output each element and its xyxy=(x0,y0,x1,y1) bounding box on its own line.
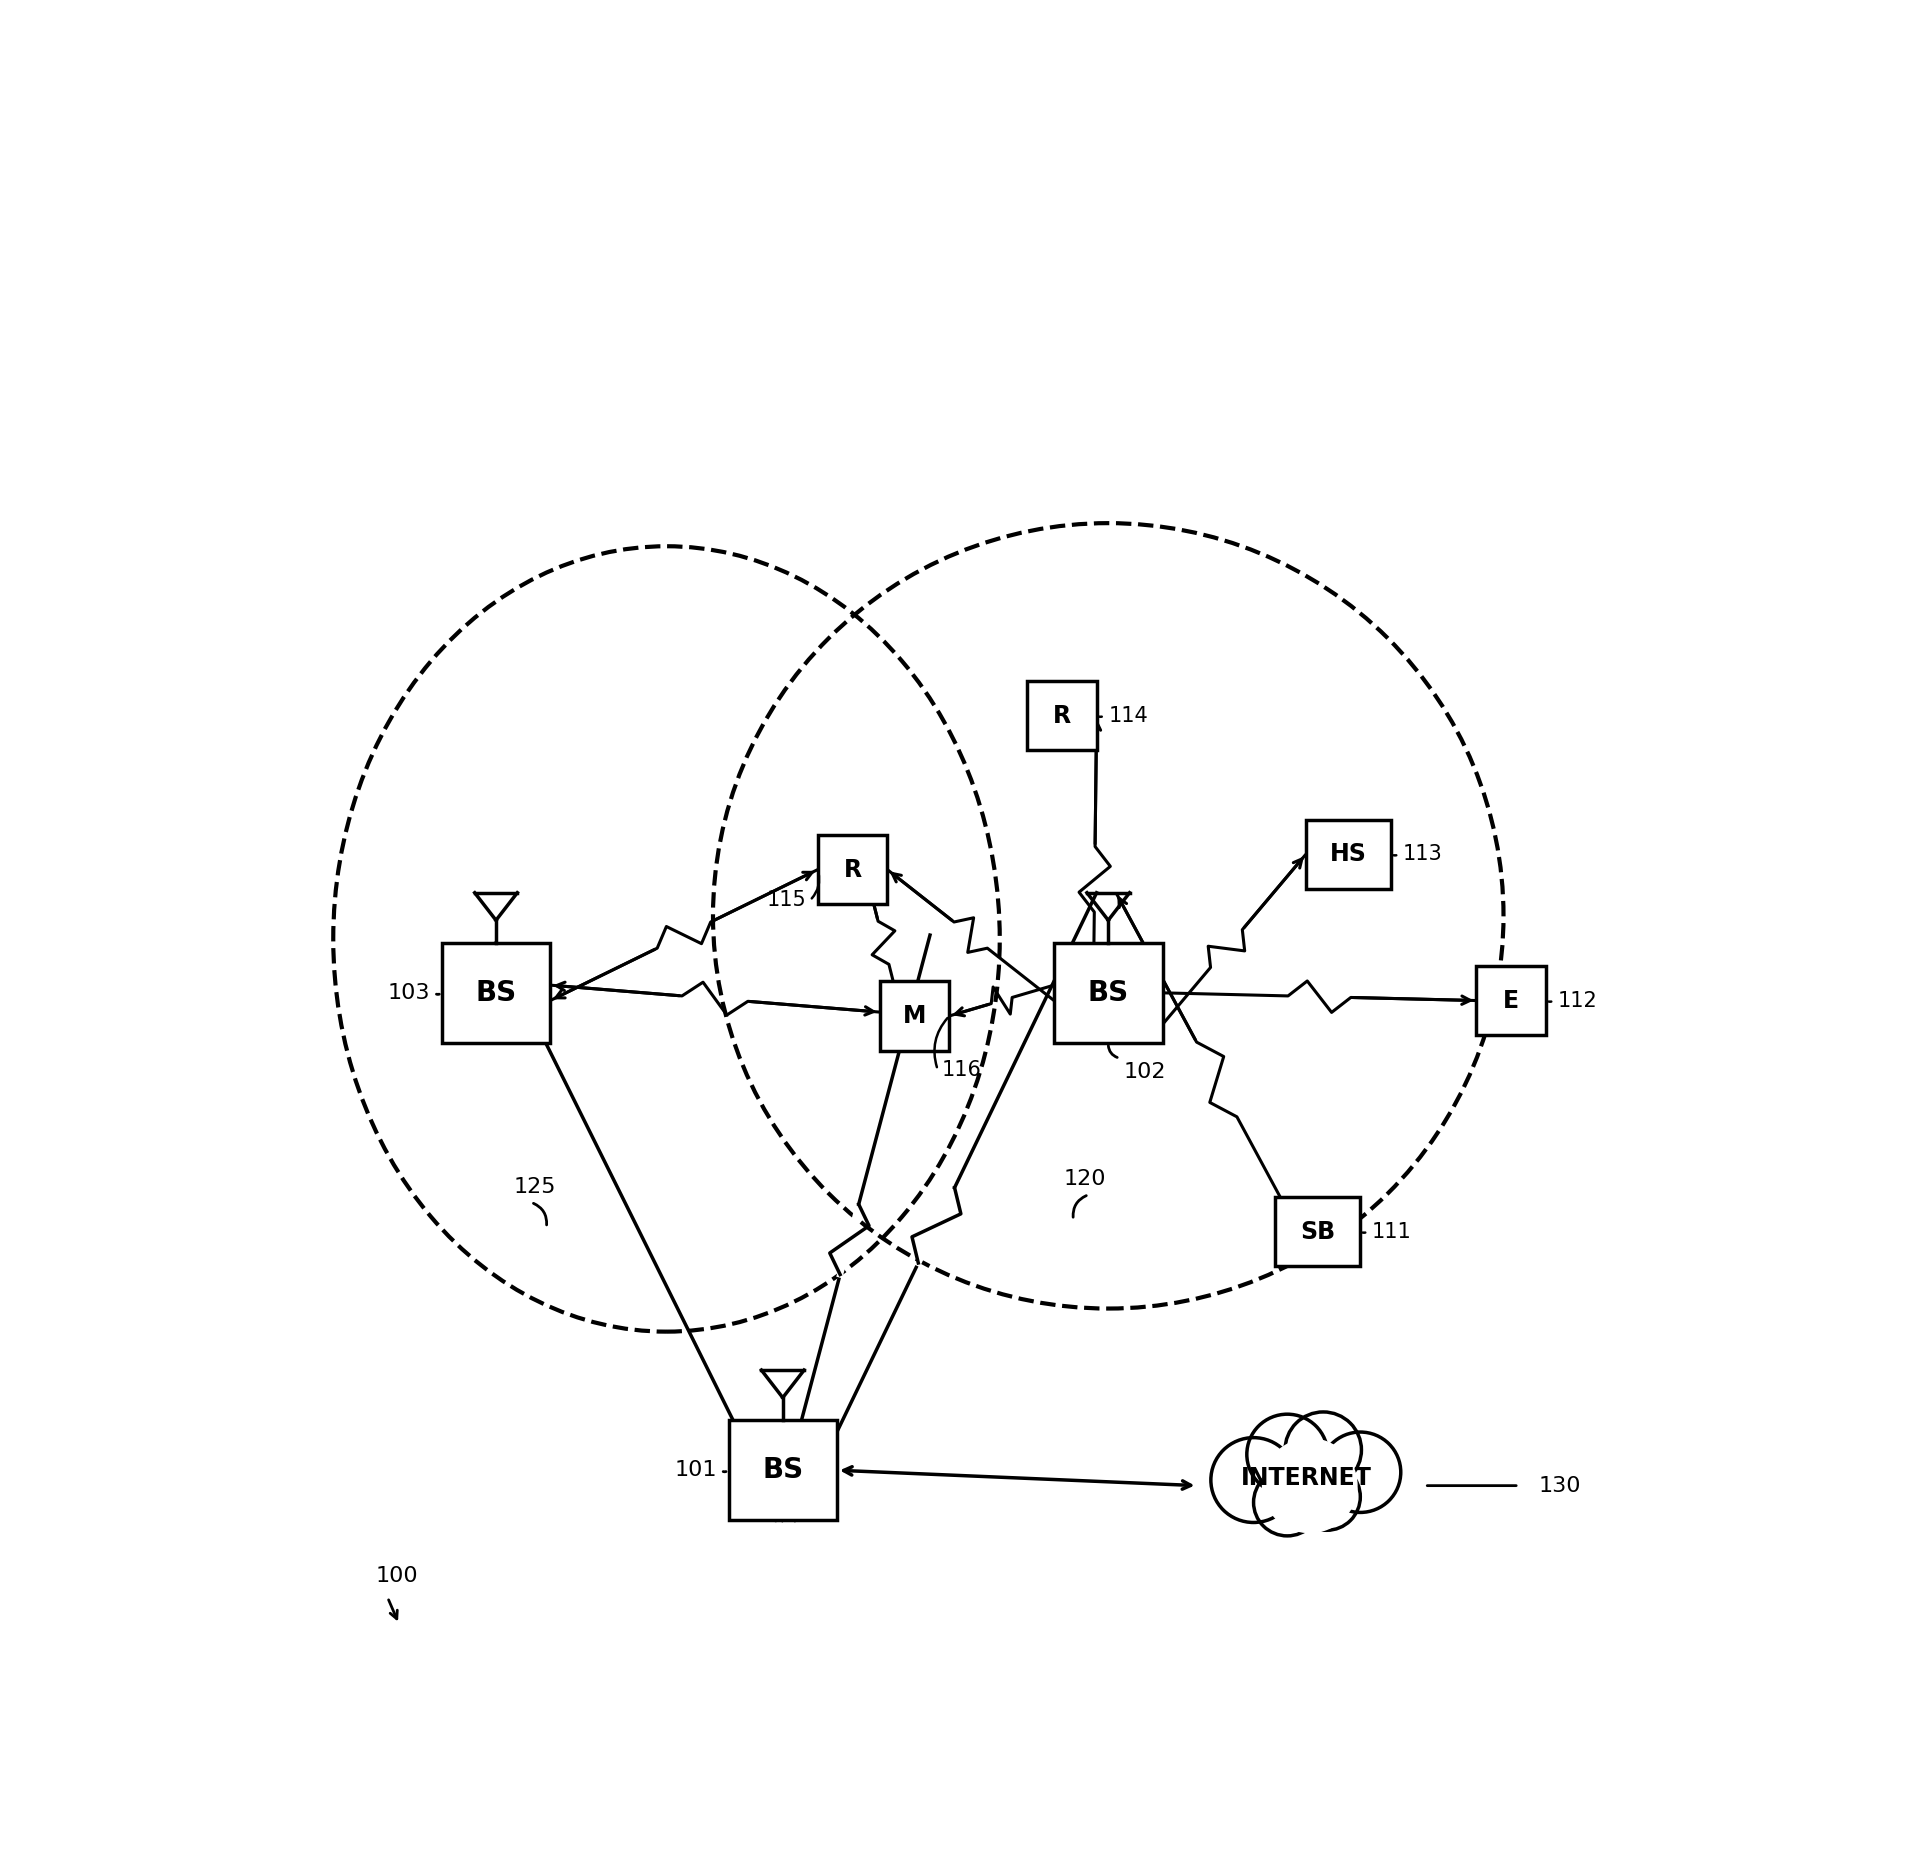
Circle shape xyxy=(1253,1469,1320,1536)
FancyBboxPatch shape xyxy=(1305,819,1392,890)
FancyBboxPatch shape xyxy=(1274,1198,1361,1266)
Circle shape xyxy=(1263,1439,1357,1532)
Text: 102: 102 xyxy=(1124,1062,1167,1083)
Text: M: M xyxy=(903,1005,926,1029)
Text: 113: 113 xyxy=(1403,845,1443,864)
Text: BS: BS xyxy=(475,979,517,1006)
Text: HS: HS xyxy=(1330,843,1367,865)
Text: R: R xyxy=(844,858,861,882)
Circle shape xyxy=(1294,1463,1361,1530)
Text: 120: 120 xyxy=(1063,1170,1107,1188)
Text: 111: 111 xyxy=(1372,1222,1411,1242)
Text: BS: BS xyxy=(763,1456,803,1484)
Text: INTERNET: INTERNET xyxy=(1240,1465,1370,1489)
Text: 114: 114 xyxy=(1109,706,1147,726)
FancyBboxPatch shape xyxy=(817,836,888,904)
FancyBboxPatch shape xyxy=(880,980,949,1051)
Text: 130: 130 xyxy=(1538,1476,1582,1495)
FancyBboxPatch shape xyxy=(1026,682,1097,750)
Circle shape xyxy=(1320,1432,1401,1512)
Circle shape xyxy=(1247,1415,1328,1495)
Text: SB: SB xyxy=(1299,1220,1336,1244)
Text: BS: BS xyxy=(1088,979,1128,1006)
Text: E: E xyxy=(1503,988,1518,1012)
Text: 125: 125 xyxy=(513,1177,555,1198)
Text: R: R xyxy=(1053,704,1071,728)
Text: 103: 103 xyxy=(388,982,431,1003)
Circle shape xyxy=(1211,1437,1295,1523)
Text: 116: 116 xyxy=(942,1060,982,1079)
FancyBboxPatch shape xyxy=(1476,966,1545,1034)
Circle shape xyxy=(1286,1411,1361,1487)
Text: 115: 115 xyxy=(767,891,805,910)
Text: 101: 101 xyxy=(675,1460,717,1480)
FancyBboxPatch shape xyxy=(1053,943,1163,1044)
Text: 100: 100 xyxy=(377,1565,419,1586)
Text: 112: 112 xyxy=(1557,990,1597,1010)
FancyBboxPatch shape xyxy=(442,943,550,1044)
FancyBboxPatch shape xyxy=(728,1421,836,1521)
